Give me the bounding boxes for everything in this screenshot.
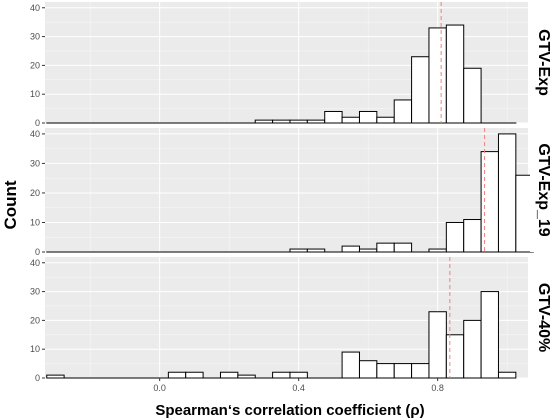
histogram-bar: [358, 110, 378, 124]
histogram-bar: [341, 245, 360, 253]
facet-strip: [530, 257, 558, 378]
y-tick-label: 0: [35, 118, 40, 128]
histogram-bar: [480, 291, 499, 379]
histogram-bar: [306, 119, 326, 124]
histogram-bar: [428, 248, 447, 253]
histogram-bar: [324, 110, 343, 124]
x-axis: 0.0 0.4 0.8: [153, 378, 444, 393]
histogram-bar: [237, 374, 256, 379]
histogram-bar: [445, 221, 465, 253]
histogram-bar: [219, 371, 239, 379]
facet-strip-label: GTV-40%: [535, 283, 552, 352]
y-tick-label: 10: [30, 344, 40, 354]
x-tick-label: 0.8: [431, 383, 444, 393]
histogram-bar: [46, 374, 65, 379]
histogram-bar: [411, 56, 430, 124]
panel-2: 0 10 20 30 40 GTV-40%: [30, 257, 558, 383]
facet-strip-label: GTV-Exp: [535, 29, 552, 96]
panel-0: 0 10 20 30 40 GTV-Exp: [30, 2, 558, 128]
facet-strip-label: GTV-Exp_19: [535, 143, 552, 236]
histogram-bar: [497, 133, 517, 253]
y-tick-label: 30: [30, 158, 40, 168]
y-tick-label: 10: [30, 217, 40, 227]
y-tick-label: 20: [30, 315, 40, 325]
histogram-bar: [428, 27, 447, 124]
panels-layer: 0 10 20 30 40 GTV-Exp 0 10 20 30 40 GTV-Exp_19 0 10 20…: [30, 2, 558, 383]
y-tick-label: 40: [30, 258, 40, 268]
histogram-bar: [463, 319, 482, 379]
histogram-bar: [341, 351, 360, 379]
histogram-bar: [393, 363, 413, 379]
y-tick-label: 0: [35, 373, 40, 383]
histogram-bar: [289, 119, 308, 124]
panel-1: 0 10 20 30 40 GTV-Exp_19: [30, 128, 558, 257]
histogram-bar: [289, 371, 308, 379]
histogram-bar: [167, 371, 187, 379]
histogram-bar: [358, 360, 378, 379]
histogram-bar: [306, 248, 326, 253]
histogram-bar: [376, 116, 395, 124]
histogram-bar: [341, 116, 360, 124]
y-tick-label: 40: [30, 129, 40, 139]
x-tick-label: 0.4: [292, 383, 305, 393]
histogram-bar: [393, 242, 413, 253]
y-tick-label: 30: [30, 287, 40, 297]
facet-strip: [530, 128, 558, 252]
histogram-bar: [376, 242, 395, 253]
histogram-bar: [272, 119, 291, 124]
x-tick-label: 0.0: [153, 383, 166, 393]
y-axis-title: Count: [1, 180, 20, 229]
histogram-bar: [463, 67, 482, 124]
y-tick-label: 0: [35, 247, 40, 257]
histogram-bar: [480, 151, 499, 253]
y-tick-label: 40: [30, 3, 40, 13]
y-tick-label: 20: [30, 188, 40, 198]
histogram-bar: [445, 334, 465, 379]
histogram-bar: [463, 219, 482, 253]
facet-strip: [530, 2, 558, 123]
histogram-bar: [376, 363, 395, 379]
y-tick-label: 30: [30, 32, 40, 42]
histogram-bar: [185, 371, 204, 379]
x-axis-title: Spearman‘s correlation coefficient (ρ): [155, 402, 424, 419]
histogram-bar: [254, 119, 274, 124]
y-tick-label: 10: [30, 89, 40, 99]
histogram-bar: [393, 99, 413, 124]
histogram-bar: [289, 248, 308, 253]
histogram-bar: [411, 363, 430, 379]
histogram-bar: [358, 248, 378, 253]
histogram-bar: [445, 24, 465, 124]
histogram-bar: [497, 371, 517, 379]
y-tick-label: 20: [30, 60, 40, 70]
histogram-bar: [428, 311, 447, 379]
histogram-bar: [272, 371, 291, 379]
